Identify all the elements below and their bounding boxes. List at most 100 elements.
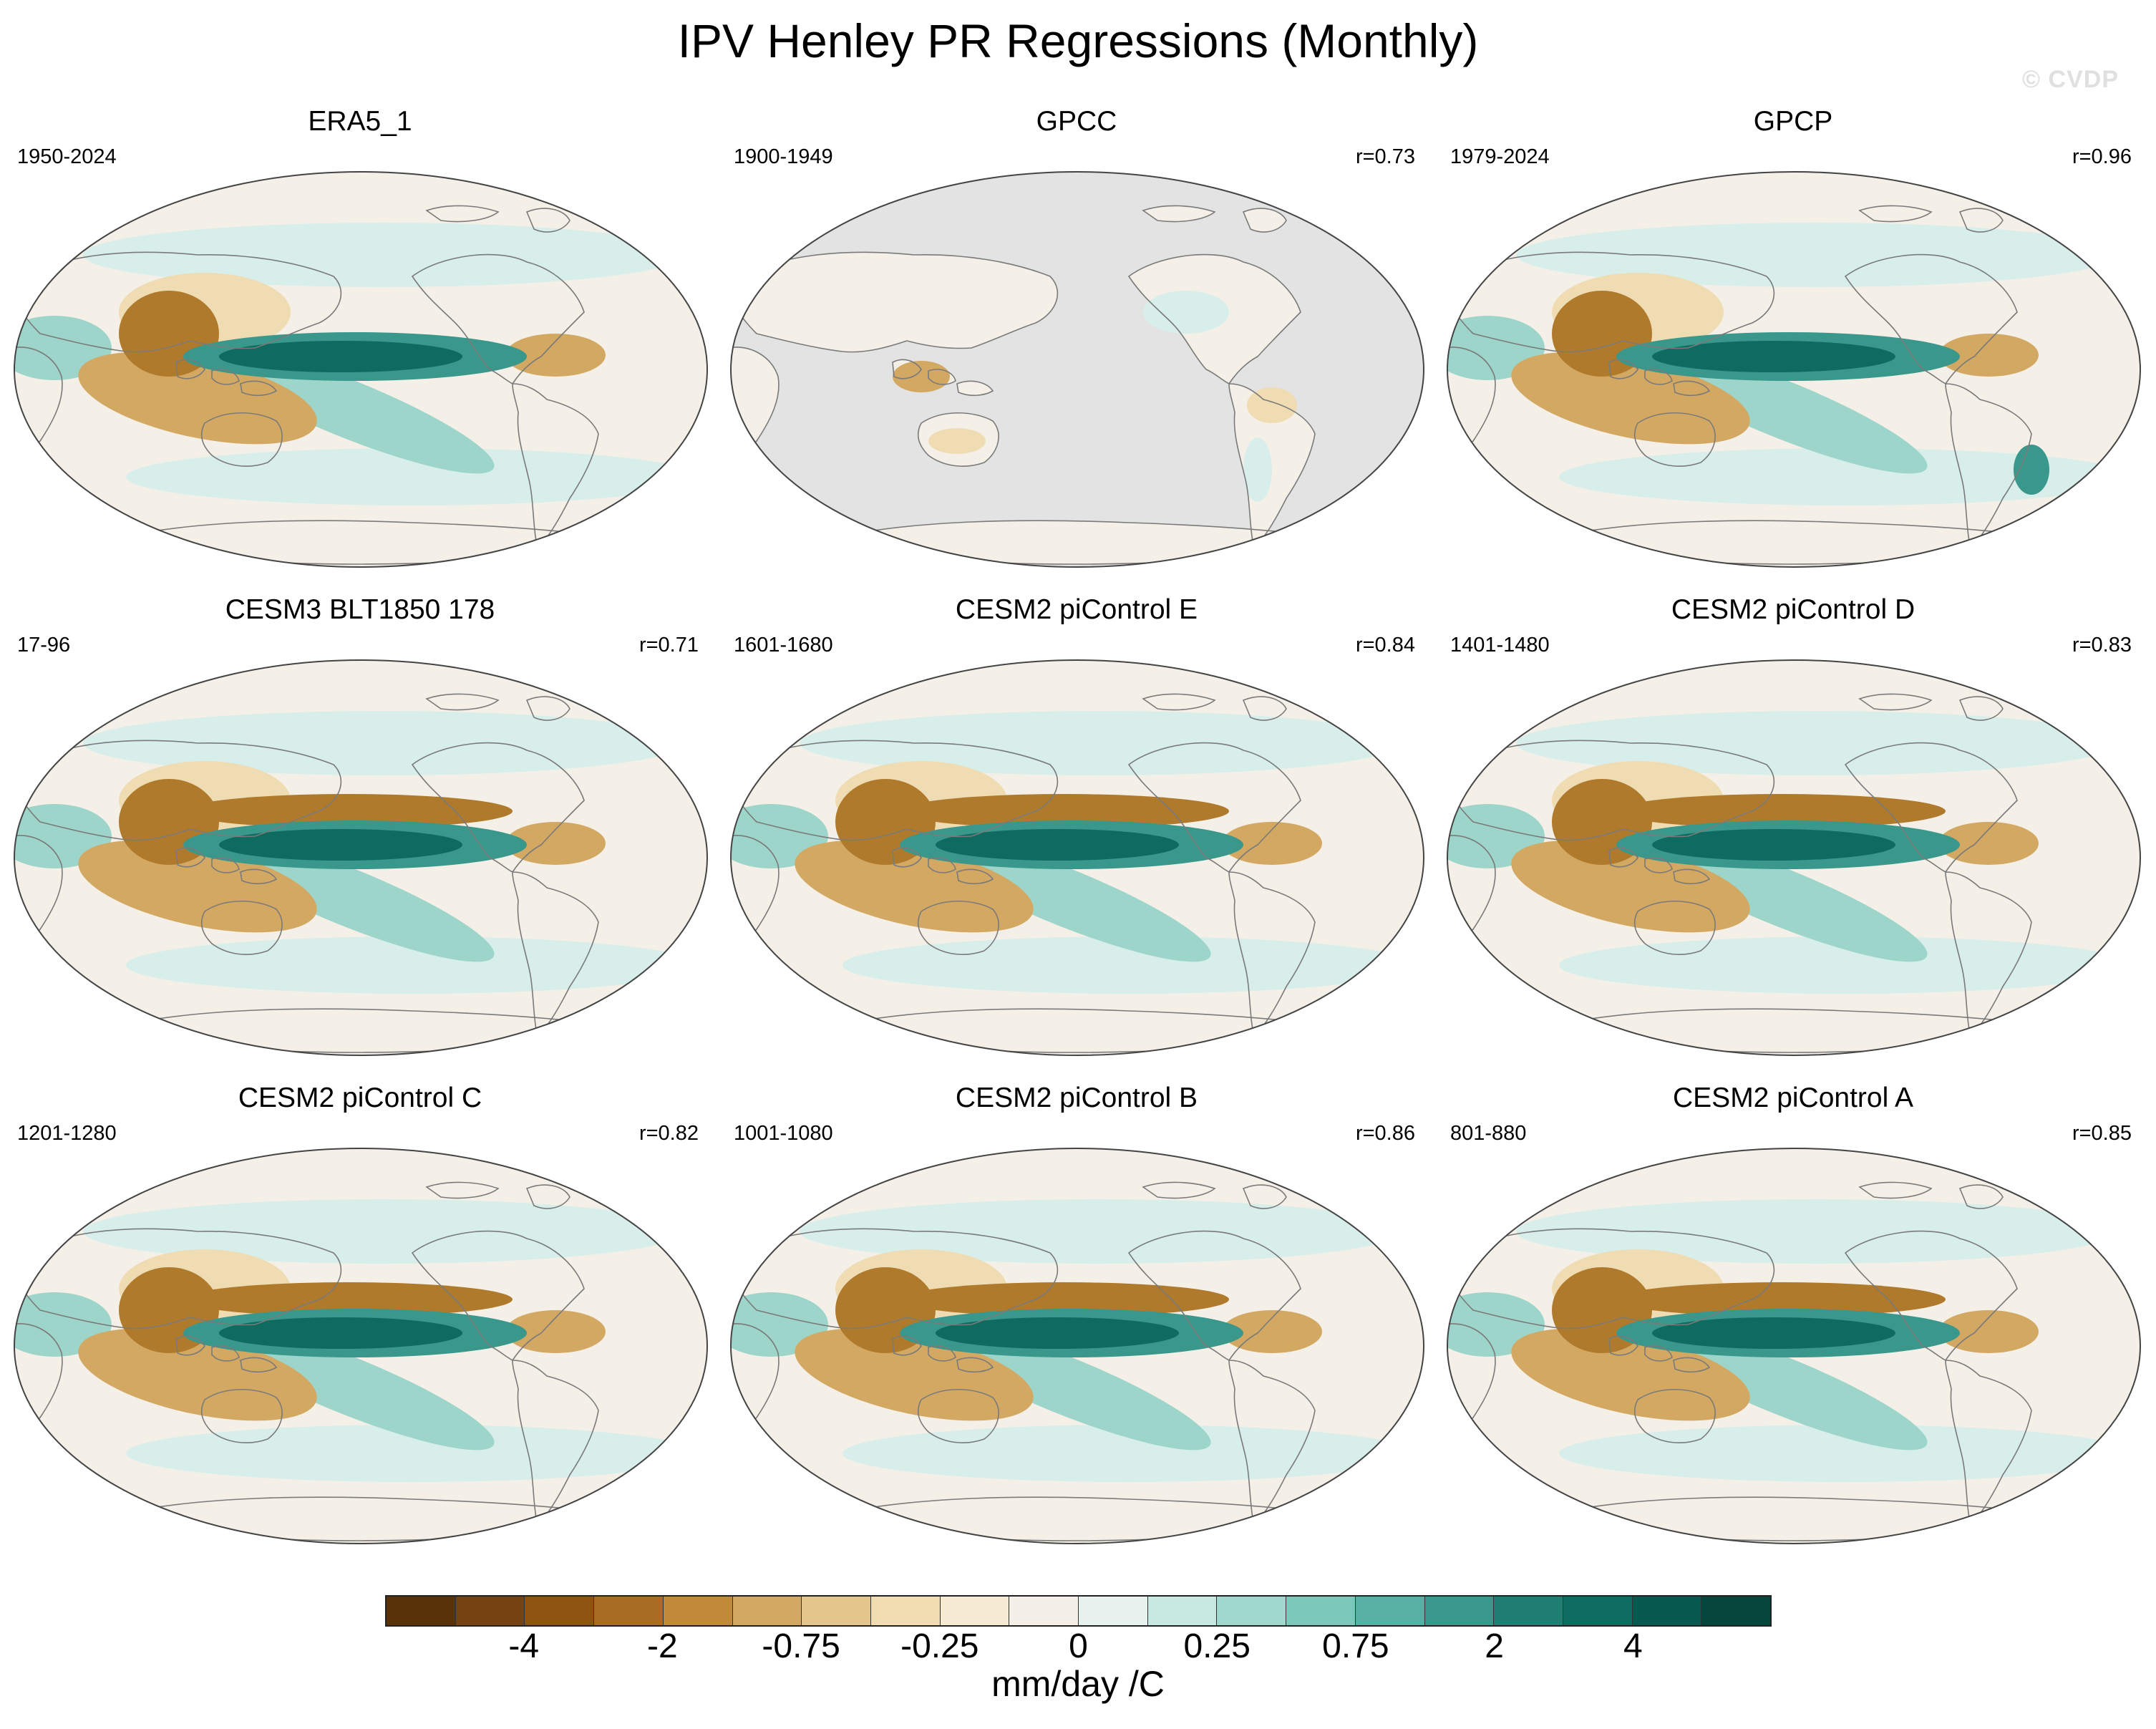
colorbar-swatch: [1494, 1597, 1563, 1625]
panel-period: 1001-1080: [734, 1122, 833, 1145]
panel-title: CESM2 piControl A: [1673, 1083, 1913, 1113]
wet-anomaly: [936, 1317, 1179, 1349]
panel-title: GPCP: [1753, 106, 1833, 137]
panel-period: 1950-2024: [17, 145, 117, 168]
panel-period: 17-96: [17, 634, 71, 657]
land-field: [957, 381, 993, 396]
colorbar-swatch: [1286, 1597, 1356, 1625]
map-panel-gpcp: GPCP 1979-2024 r=0.96: [1439, 105, 2147, 570]
cvdp-watermark: © CVDP: [2022, 66, 2119, 93]
wet-anomaly: [1243, 437, 1272, 502]
wet-anomaly: [219, 829, 462, 861]
colorbar-swatch: [1424, 1597, 1495, 1625]
land-field: [1229, 384, 1315, 548]
map-outline: [730, 171, 1424, 568]
map-panel-era5: ERA5_1 1950-2024: [6, 105, 714, 570]
colorbar-units: mm/day /C: [991, 1664, 1165, 1704]
regression-map: [730, 1148, 1424, 1544]
colorbar-tick-label: 0.25: [1183, 1627, 1251, 1665]
colorbar-tick-label: 2: [1485, 1627, 1504, 1665]
colorbar-swatch: [1632, 1597, 1702, 1625]
wet-anomaly: [1516, 711, 2117, 775]
panel-title: ERA5_1: [308, 106, 412, 137]
panel-title: CESM2 piControl B: [955, 1083, 1198, 1113]
colorbar-tick-label: -0.25: [900, 1627, 979, 1665]
wet-anomaly: [126, 1425, 699, 1482]
wet-anomaly: [14, 1292, 112, 1357]
map-outline: [730, 1148, 1424, 1544]
panel-period: 801-880: [1450, 1122, 1527, 1145]
dry-anomaly: [1938, 1310, 2039, 1353]
regression-map: [1447, 1148, 2141, 1544]
colorbar-swatch: [802, 1597, 871, 1625]
colorbar-swatch: [1355, 1597, 1425, 1625]
wet-anomaly: [843, 936, 1415, 994]
colorbar-tick-label: 0.75: [1322, 1627, 1389, 1665]
dry-anomaly: [900, 1282, 1229, 1317]
land-field: [1243, 208, 1286, 232]
colorbar-swatch: [594, 1597, 664, 1625]
regression-map: [1447, 659, 2141, 1056]
colorbar-swatch: [1563, 1597, 1633, 1625]
map-panel-gpcc: GPCC 1900-1949 r=0.73: [722, 105, 1431, 570]
panel-period: 1979-2024: [1450, 145, 1550, 168]
colorbar-tick-label: -2: [647, 1627, 678, 1665]
map-outline: [1447, 659, 2141, 1056]
panel-title: CESM2 piControl D: [1671, 594, 1915, 625]
wet-anomaly: [1143, 291, 1229, 334]
dry-anomaly: [1938, 334, 2039, 377]
wet-anomaly: [1559, 1425, 2132, 1482]
map-outline: [730, 659, 1424, 1056]
regression-map: [14, 1148, 708, 1544]
panel-period: 1900-1949: [734, 145, 833, 168]
wet-anomaly: [219, 341, 462, 372]
panel-correlation: r=0.82: [638, 1122, 699, 1145]
dry-anomaly: [505, 1310, 606, 1353]
regression-map: [14, 659, 708, 1056]
wet-anomaly: [1559, 936, 2132, 994]
map-panel-cesm2-picontrol-c: CESM2 piControl C 1201-1280 r=0.82: [6, 1081, 714, 1546]
dry-anomaly: [505, 334, 606, 377]
colorbar-tick-label: -4: [508, 1627, 540, 1665]
dry-anomaly: [505, 822, 606, 865]
wet-anomaly: [14, 316, 112, 380]
wet-anomaly: [1447, 1292, 1545, 1357]
regression-map: [14, 171, 708, 568]
colorbar-swatch: [663, 1597, 733, 1625]
dry-anomaly: [1938, 822, 2039, 865]
wet-anomaly: [731, 804, 828, 868]
colorbar-tick-labels: -4 -2 -0.75 -0.25 0 0.25 0.75 2 4: [385, 1627, 1772, 1670]
wet-anomaly: [1652, 341, 1895, 372]
colorbar: [385, 1595, 1772, 1627]
colorbar-tick-label: 4: [1623, 1627, 1643, 1665]
colorbar-swatch: [455, 1597, 525, 1625]
map-outline: [1447, 171, 2141, 568]
wet-anomaly: [219, 1317, 462, 1349]
panel-period: 1401-1480: [1450, 634, 1550, 657]
colorbar-swatch: [870, 1597, 941, 1625]
wet-anomaly: [731, 1292, 828, 1357]
wet-anomaly: [1447, 316, 1545, 380]
wet-anomaly: [2014, 445, 2049, 495]
wet-anomaly: [1652, 1317, 1895, 1349]
panel-correlation: r=0.71: [638, 634, 699, 657]
wet-anomaly: [14, 804, 112, 868]
wet-anomaly: [1652, 829, 1895, 861]
panel-period: 1601-1680: [734, 634, 833, 657]
missing-data-fill: [731, 172, 1424, 567]
panel-correlation: r=0.73: [1355, 145, 1415, 168]
dry-anomaly: [1222, 822, 1322, 865]
map-outline: [1447, 1148, 2141, 1544]
map-panel-cesm2-picontrol-e: CESM2 piControl E 1601-1680 r=0.84: [722, 593, 1431, 1058]
dry-anomaly: [183, 794, 513, 828]
map-panel-cesm2-picontrol-b: CESM2 piControl B 1001-1080 r=0.86: [722, 1081, 1431, 1546]
dry-anomaly: [183, 1282, 513, 1317]
panel-correlation: r=0.86: [1355, 1122, 1415, 1145]
figure-title: IPV Henley PR Regressions (Monthly): [677, 14, 1479, 67]
panel-correlation: r=0.96: [2072, 145, 2132, 168]
land-field: [1143, 205, 1215, 222]
map-panel-cesm2-picontrol-a: CESM2 piControl A 801-880 r=0.85: [1439, 1081, 2147, 1546]
colorbar-tick-label: -0.75: [762, 1627, 840, 1665]
wet-anomaly: [1559, 448, 2132, 505]
panel-correlation: r=0.84: [1355, 634, 1415, 657]
